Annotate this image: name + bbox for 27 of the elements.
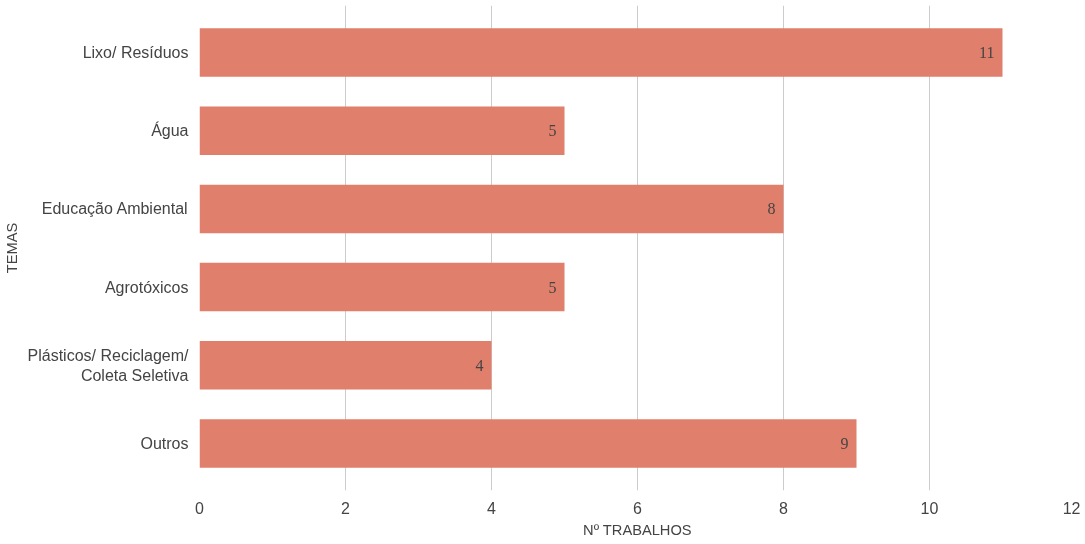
- x-tick-label: 12: [1062, 499, 1081, 517]
- data-label: 11: [979, 43, 995, 61]
- y-tick-label: Lixo/ Resíduos: [82, 43, 189, 61]
- y-tick-label: Educação Ambiental: [41, 200, 188, 218]
- x-tick-label: 8: [779, 499, 789, 517]
- y-tick-label: Plásticos/ Reciclagem/ Coleta Seletiva: [27, 346, 190, 385]
- x-tick-label: 0: [195, 499, 205, 517]
- y-tick-label: Outros: [140, 435, 189, 453]
- x-axis-title: Nº TRABALHOS: [583, 521, 692, 538]
- data-label: 5: [548, 122, 557, 140]
- data-label: 5: [548, 278, 557, 296]
- y-axis-title: TEMAS: [3, 222, 20, 274]
- bar: [199, 341, 492, 390]
- y-tick-label: Agrotóxicos: [104, 278, 189, 296]
- bar: [199, 419, 857, 468]
- data-label: 8: [767, 200, 776, 218]
- x-tick-label: 2: [341, 499, 351, 517]
- bar: [199, 106, 565, 155]
- bar: [199, 262, 565, 312]
- bar: [199, 184, 784, 234]
- data-label: 4: [475, 356, 484, 374]
- data-label: 9: [840, 435, 849, 453]
- x-tick-label: 4: [487, 499, 497, 517]
- bar: [199, 28, 1003, 77]
- x-tick-label: 10: [920, 499, 939, 517]
- y-tick-label: Água: [151, 121, 189, 140]
- x-tick-label: 6: [633, 499, 643, 517]
